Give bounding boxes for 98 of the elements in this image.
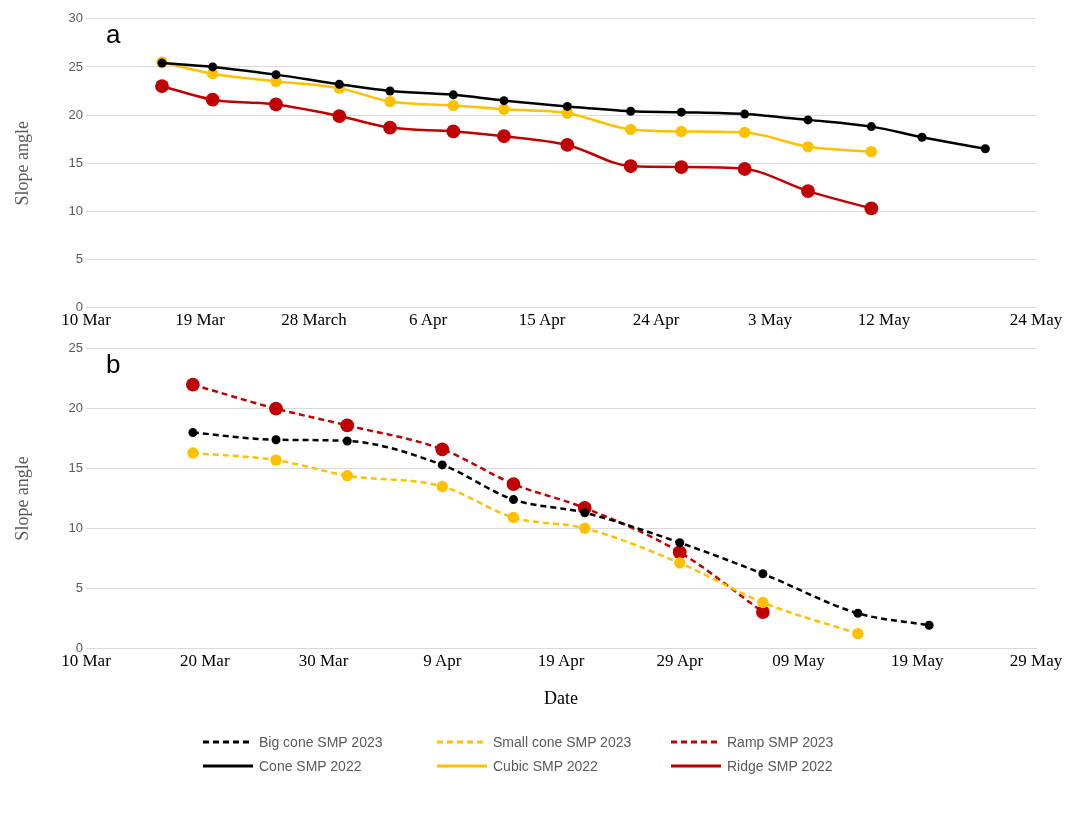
point — [579, 522, 591, 535]
x-tick-label: 19 May — [891, 650, 944, 670]
point — [437, 460, 447, 470]
point — [271, 70, 281, 80]
x-tick-label: 12 May — [857, 310, 911, 330]
x-tick-label: 28 March — [281, 310, 348, 330]
x-tick-label: 19 Apr — [537, 650, 585, 670]
point — [383, 120, 397, 135]
point — [269, 401, 283, 416]
y-axis-title: Slope angle — [11, 120, 32, 206]
point — [448, 90, 458, 100]
x-tick-label: 20 Mar — [179, 650, 230, 670]
legend-label: Small cone SMP 2023 — [493, 734, 632, 750]
annotation: b — [106, 348, 121, 379]
point — [801, 184, 815, 199]
point — [803, 115, 813, 125]
point — [185, 377, 200, 392]
legend-label: Ramp SMP 2023 — [727, 734, 834, 750]
point — [917, 132, 927, 142]
x-tick-label: 30 Mar — [298, 650, 349, 670]
point — [866, 122, 876, 132]
point — [205, 92, 220, 107]
legend-label: Big cone SMP 2023 — [259, 734, 383, 750]
point — [626, 106, 636, 116]
point — [340, 418, 355, 433]
y-tick-label: 25 — [68, 58, 83, 74]
point — [580, 508, 590, 518]
y-tick-label: 10 — [68, 519, 83, 535]
y-tick-label: 5 — [75, 579, 83, 595]
point — [676, 107, 686, 117]
x-tick-label: 29 May — [1009, 650, 1063, 670]
point — [865, 145, 878, 158]
x-tick-label: 29 Apr — [656, 650, 704, 670]
x-tick-label: 24 Apr — [632, 310, 680, 330]
y-tick-label: 0 — [75, 639, 83, 655]
point — [740, 109, 750, 119]
point — [435, 442, 450, 457]
point — [269, 97, 283, 112]
point — [924, 620, 934, 630]
y-tick-label: 30 — [68, 10, 83, 26]
x-tick-label: 24 May — [1009, 310, 1063, 330]
point — [208, 62, 218, 72]
x-tick-label: 15 Apr — [518, 310, 566, 330]
point — [675, 538, 685, 548]
x-axis-title: Date — [544, 687, 578, 708]
point — [155, 79, 169, 94]
text: Ridge SMP 2022 — [727, 758, 833, 774]
point — [499, 96, 509, 106]
point — [498, 103, 510, 115]
point — [674, 557, 686, 569]
point — [864, 201, 879, 216]
point — [334, 79, 344, 89]
x-tick-label: 9 Apr — [423, 650, 462, 670]
point — [623, 159, 638, 173]
point — [560, 138, 575, 152]
point — [385, 86, 395, 96]
point — [332, 109, 347, 123]
point — [675, 125, 688, 138]
point — [802, 141, 814, 153]
point — [497, 129, 511, 144]
point — [271, 435, 281, 445]
point — [509, 495, 518, 505]
x-tick-label: 3 May — [748, 310, 793, 330]
point — [342, 436, 352, 446]
point — [187, 447, 199, 459]
y-tick-label: 5 — [75, 251, 83, 267]
point — [188, 428, 198, 438]
x-tick-label: 6 Apr — [408, 310, 448, 330]
point — [624, 123, 637, 136]
point — [738, 126, 751, 139]
point — [341, 469, 353, 482]
point — [758, 569, 768, 579]
x-tick-label: 09 May — [772, 650, 826, 670]
y-axis-title: Slope angle — [11, 456, 32, 541]
text: Cubic SMP 2022 — [493, 758, 598, 774]
point — [980, 144, 990, 154]
y-tick-label: 10 — [68, 202, 83, 218]
point — [447, 99, 460, 112]
point — [562, 101, 572, 111]
point — [757, 596, 769, 609]
point — [853, 608, 863, 618]
y-tick-label: 15 — [68, 154, 83, 170]
point — [674, 160, 689, 174]
y-tick-label: 20 — [68, 106, 83, 122]
point — [852, 627, 864, 640]
x-tick-label: 19 Mar — [175, 310, 226, 330]
text: Cone SMP 2022 — [259, 758, 362, 774]
point — [446, 124, 461, 139]
point — [270, 454, 282, 466]
annotation: a — [106, 18, 121, 49]
point — [384, 95, 396, 108]
point — [507, 511, 520, 524]
y-tick-label: 20 — [68, 400, 83, 416]
y-tick-label: 15 — [68, 460, 83, 476]
point — [436, 480, 448, 493]
y-tick-label: 25 — [68, 340, 83, 356]
point — [506, 477, 521, 491]
point — [737, 162, 752, 176]
